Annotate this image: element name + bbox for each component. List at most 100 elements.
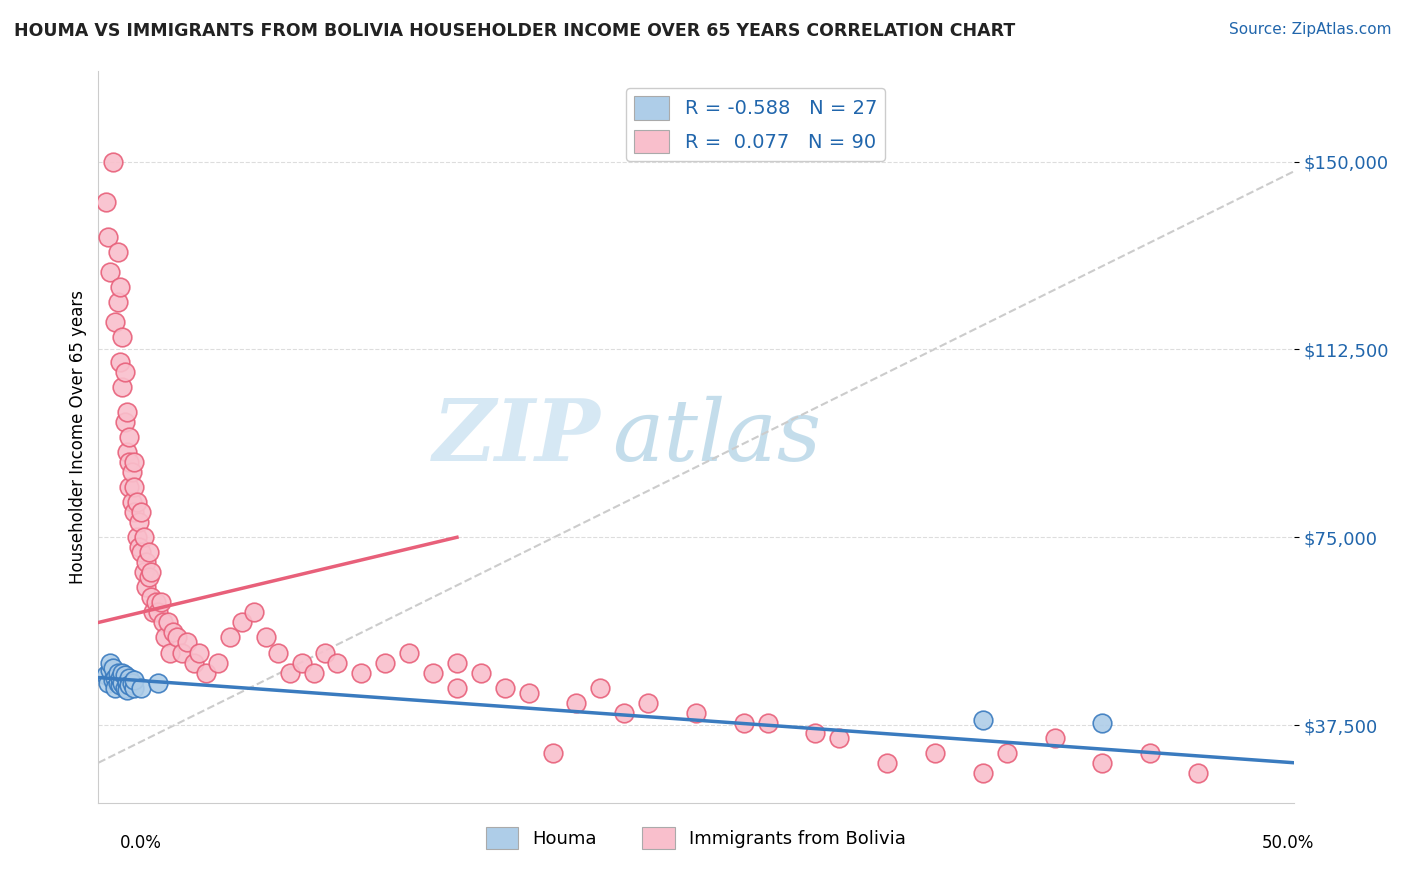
Point	[132, 566, 155, 580]
Point	[162, 625, 184, 640]
Point	[187, 646, 209, 660]
Point	[1187, 765, 1209, 780]
Point	[115, 683, 138, 698]
Point	[131, 545, 153, 559]
Point	[374, 656, 396, 670]
Point	[101, 154, 124, 169]
Point	[148, 675, 170, 690]
Point	[254, 631, 277, 645]
Point	[972, 713, 994, 727]
Point	[302, 665, 325, 680]
Point	[422, 665, 444, 680]
Point	[804, 725, 827, 739]
Point	[156, 615, 179, 630]
Point	[565, 696, 588, 710]
Point	[685, 706, 707, 720]
Point	[139, 591, 162, 605]
Point	[107, 675, 129, 690]
Point	[111, 330, 134, 344]
Point	[172, 646, 194, 660]
Point	[107, 665, 129, 680]
Point	[121, 465, 143, 479]
Point	[152, 615, 174, 630]
Point	[145, 595, 167, 609]
Point	[128, 541, 150, 555]
Point	[138, 570, 160, 584]
Point	[114, 415, 136, 429]
Point	[98, 656, 122, 670]
Point	[97, 675, 120, 690]
Point	[139, 566, 162, 580]
Point	[111, 665, 134, 680]
Point	[115, 445, 138, 459]
Legend: Houma, Immigrants from Bolivia: Houma, Immigrants from Bolivia	[478, 820, 914, 856]
Point	[1091, 756, 1114, 770]
Point	[118, 455, 141, 469]
Point	[98, 663, 122, 677]
Point	[243, 606, 266, 620]
Point	[972, 765, 994, 780]
Point	[138, 545, 160, 559]
Text: Source: ZipAtlas.com: Source: ZipAtlas.com	[1229, 22, 1392, 37]
Point	[97, 229, 120, 244]
Point	[108, 671, 131, 685]
Point	[94, 194, 117, 209]
Point	[121, 495, 143, 509]
Point	[124, 480, 146, 494]
Point	[114, 668, 136, 682]
Point	[828, 731, 851, 745]
Point	[115, 405, 138, 419]
Point	[125, 495, 148, 509]
Point	[118, 480, 141, 494]
Point	[733, 715, 755, 730]
Point	[517, 685, 540, 699]
Text: ZIP: ZIP	[433, 395, 600, 479]
Point	[104, 671, 127, 685]
Point	[159, 646, 181, 660]
Point	[613, 706, 636, 720]
Point	[446, 681, 468, 695]
Text: 50.0%: 50.0%	[1263, 834, 1315, 852]
Point	[104, 315, 127, 329]
Point	[114, 681, 136, 695]
Point	[108, 355, 131, 369]
Point	[446, 656, 468, 670]
Point	[124, 681, 146, 695]
Point	[118, 678, 141, 692]
Point	[107, 244, 129, 259]
Point	[350, 665, 373, 680]
Point	[148, 606, 170, 620]
Text: HOUMA VS IMMIGRANTS FROM BOLIVIA HOUSEHOLDER INCOME OVER 65 YEARS CORRELATION CH: HOUMA VS IMMIGRANTS FROM BOLIVIA HOUSEHO…	[14, 22, 1015, 40]
Point	[155, 631, 177, 645]
Point	[118, 430, 141, 444]
Point	[124, 673, 146, 687]
Text: atlas: atlas	[613, 396, 821, 478]
Point	[104, 681, 127, 695]
Point	[231, 615, 253, 630]
Point	[326, 656, 349, 670]
Point	[470, 665, 492, 680]
Point	[135, 580, 157, 594]
Point	[176, 635, 198, 649]
Point	[94, 668, 117, 682]
Point	[98, 265, 122, 279]
Y-axis label: Householder Income Over 65 years: Householder Income Over 65 years	[69, 290, 87, 584]
Point	[114, 365, 136, 379]
Point	[924, 746, 946, 760]
Point	[291, 656, 314, 670]
Point	[756, 715, 779, 730]
Point	[398, 646, 420, 660]
Point	[589, 681, 612, 695]
Point	[111, 380, 134, 394]
Point	[166, 631, 188, 645]
Point	[108, 678, 131, 692]
Point	[124, 505, 146, 519]
Point	[219, 631, 242, 645]
Point	[107, 294, 129, 309]
Point	[541, 746, 564, 760]
Point	[207, 656, 229, 670]
Point	[267, 646, 290, 660]
Point	[131, 505, 153, 519]
Point	[315, 646, 337, 660]
Point	[183, 656, 205, 670]
